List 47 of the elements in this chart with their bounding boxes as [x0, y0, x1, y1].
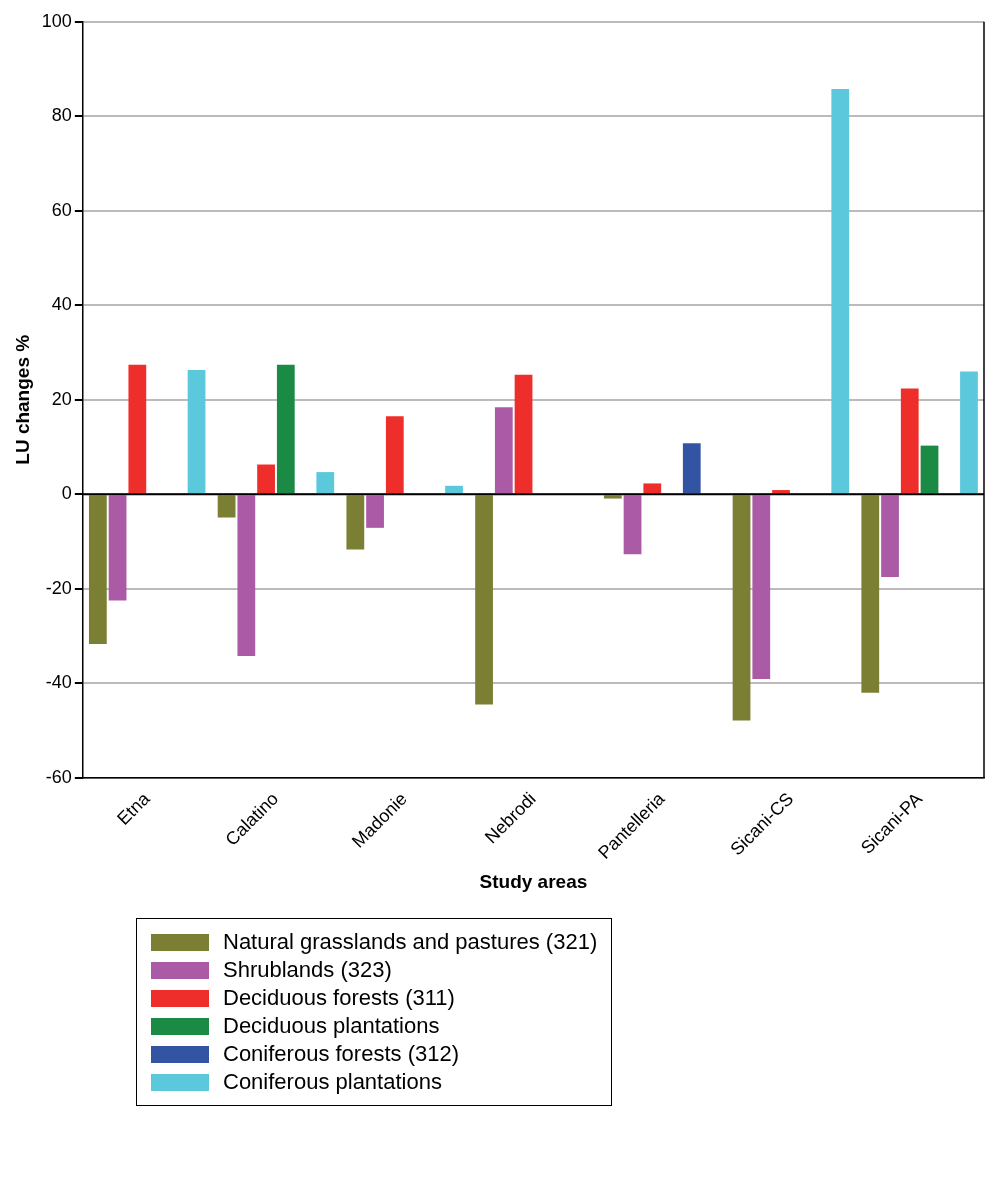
- bar: [217, 495, 236, 518]
- bar: [772, 490, 790, 494]
- bar: [475, 495, 493, 705]
- y-axis-title: LU changes %: [11, 334, 33, 465]
- bar: [682, 443, 701, 494]
- bar: [88, 495, 107, 645]
- bar: [643, 483, 662, 494]
- bar: [920, 445, 939, 494]
- bar: [623, 495, 642, 555]
- y-tick-label: 100: [41, 10, 72, 31]
- bar: [187, 370, 206, 494]
- legend-label: Coniferous plantations: [223, 1069, 442, 1095]
- y-tick-label: 60: [51, 199, 72, 220]
- x-tick-label: Etna: [113, 787, 155, 829]
- legend-label: Deciduous plantations: [223, 1013, 440, 1039]
- bar: [128, 364, 147, 494]
- legend-label: Natural grasslands and pastures (321): [223, 929, 598, 955]
- bar: [237, 495, 256, 656]
- bar: [732, 495, 751, 721]
- bar: [752, 495, 771, 680]
- bar: [900, 388, 919, 494]
- bar: [445, 485, 463, 494]
- bar: [257, 464, 275, 494]
- x-axis-title: Study areas: [479, 870, 588, 892]
- legend-label: Coniferous forests (312): [223, 1041, 459, 1067]
- bar: [861, 495, 880, 693]
- bar: [603, 495, 622, 499]
- legend-label: Deciduous forests (311): [223, 985, 455, 1011]
- bar: [108, 495, 127, 601]
- legend-label: Shrublands (323): [223, 957, 392, 983]
- y-tick-label: 80: [51, 105, 72, 126]
- y-tick-label: -20: [45, 577, 72, 598]
- bar: [960, 371, 978, 494]
- bar: [276, 364, 295, 494]
- bar: [514, 374, 533, 494]
- bar: [316, 472, 335, 494]
- y-tick-label: -60: [45, 766, 72, 787]
- y-tick-label: 20: [51, 388, 72, 409]
- bar: [494, 407, 513, 494]
- bar: [385, 416, 404, 494]
- bar: [881, 495, 899, 577]
- y-tick-label: 0: [61, 483, 72, 504]
- bar: [346, 495, 365, 550]
- bar: [831, 88, 850, 494]
- y-tick-label: 40: [51, 294, 72, 315]
- bar: [366, 495, 384, 528]
- y-tick-label: -40: [45, 672, 72, 693]
